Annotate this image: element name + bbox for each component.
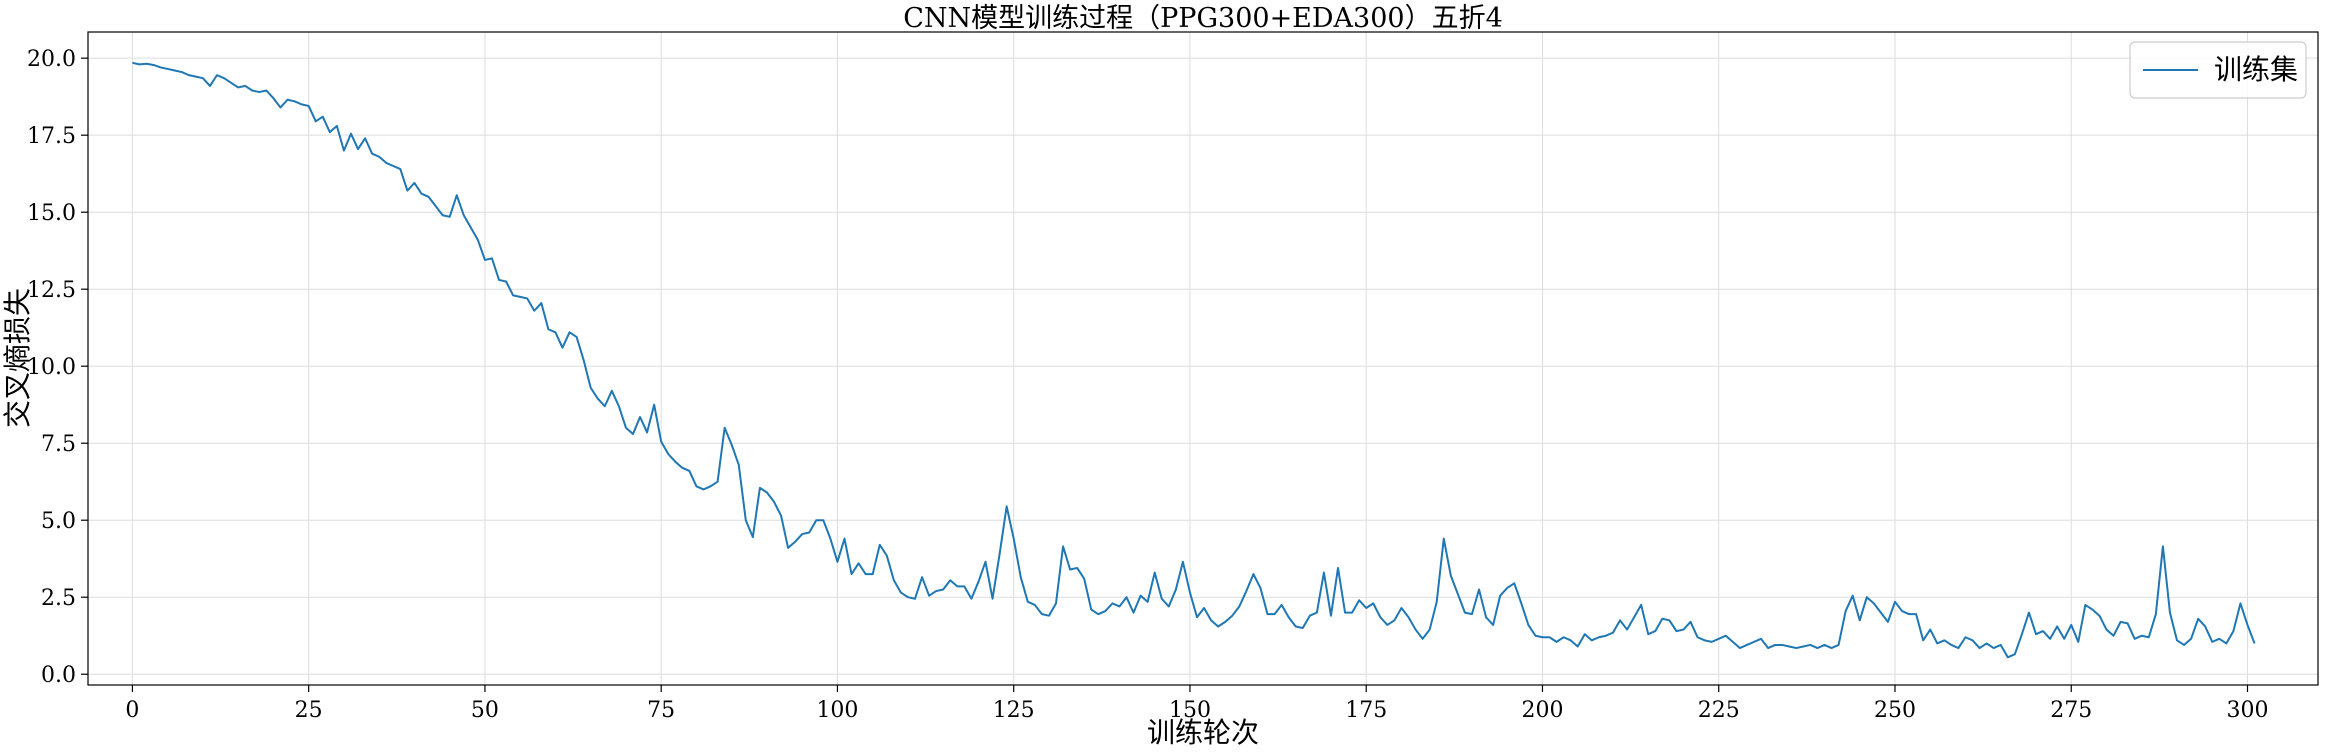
x-tick-label: 25 <box>295 698 323 723</box>
x-tick-label: 75 <box>647 698 675 723</box>
legend: 训练集 <box>2129 41 2307 99</box>
x-tick-label: 275 <box>2050 698 2092 723</box>
y-tick-label: 10.0 <box>27 355 76 380</box>
x-tick-label: 300 <box>2226 698 2268 723</box>
x-tick-label: 125 <box>993 698 1035 723</box>
x-tick-label: 250 <box>1874 698 1916 723</box>
y-tick-label: 0.0 <box>41 663 76 688</box>
x-axis-ticks: 0 25 50 75 100 125 150 175 200 225 250 275 300 <box>125 685 2268 723</box>
x-tick-label: 225 <box>1698 698 1740 723</box>
y-tick-label: 2.5 <box>41 586 76 611</box>
legend-box <box>2129 41 2307 99</box>
y-tick-label: 17.5 <box>27 124 76 149</box>
y-axis-ticks: 0.0 2.5 5.0 7.5 10.0 12.5 15.0 17.5 20.0 <box>27 47 88 688</box>
y-tick-label: 20.0 <box>27 47 76 72</box>
plot-frame <box>87 31 2319 686</box>
y-tick-label: 5.0 <box>41 509 76 534</box>
grid <box>88 32 2318 685</box>
y-tick-label: 7.5 <box>41 432 76 457</box>
x-tick-label: 50 <box>471 698 499 723</box>
legend-label-train: 训练集 <box>2214 53 2298 86</box>
x-axis-label: 训练轮次 <box>1147 716 1259 749</box>
x-tick-label: 0 <box>125 698 139 723</box>
x-tick-label: 175 <box>1345 698 1387 723</box>
x-tick-label: 100 <box>816 698 858 723</box>
y-tick-label: 12.5 <box>27 278 76 303</box>
y-tick-label: 15.0 <box>27 201 76 226</box>
x-tick-label: 150 <box>1169 698 1211 723</box>
y-axis-label: 交叉熵损失 <box>1 288 34 428</box>
chart-title: CNN模型训练过程（PPG300+EDA300）五折4 <box>903 3 1503 34</box>
series-line-train <box>132 61 2256 659</box>
x-tick-label: 200 <box>1521 698 1563 723</box>
